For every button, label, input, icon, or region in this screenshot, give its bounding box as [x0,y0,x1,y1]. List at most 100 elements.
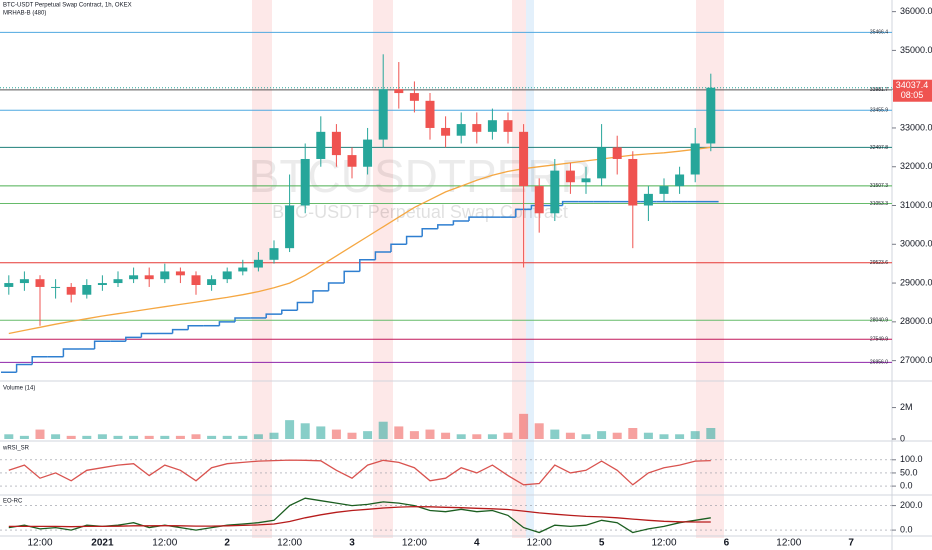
candle-body [675,174,685,187]
volume-bar [191,434,201,439]
indicator-line [8,505,711,528]
candle-body [129,275,139,280]
candle-body [82,285,92,295]
x-tick-label: 7 [848,538,854,549]
y-tick-label: 35000.0 [900,45,932,55]
step-line [374,251,391,260]
x-tick-label: 6 [724,538,730,549]
y-tick-label: 0.0 [900,480,913,490]
volume-bar [113,435,123,439]
y-tick-label: 0 [900,433,905,443]
volume-bar [300,423,310,439]
candle-body [207,279,217,285]
candle-body [160,271,170,280]
volume-bar [441,432,451,439]
band [526,0,534,538]
volume-bar [675,434,685,439]
volume-bar [409,431,419,439]
chart-title: BTC-USDT Perpetual Swap Contract, 1h, OK… [3,3,132,9]
candle-body [394,89,404,94]
volume-bar [331,429,341,439]
candle-body [51,286,61,288]
volume-bar [581,434,591,439]
y-tick-label: 31000.0 [900,200,932,210]
candle-body [378,89,388,140]
candle-body [285,205,295,249]
candle-body [253,259,263,268]
candle-body [191,275,201,285]
step-line [187,324,204,330]
step-line [218,321,235,326]
x-tick-label: 12:00 [651,538,676,549]
level-label: 26956.0 [870,360,888,366]
candle-body [35,279,45,287]
volume-bar [82,435,92,439]
level-label: 33981.7 [870,87,888,93]
candle-body [175,271,185,276]
moving-average [8,146,711,335]
candle-body [643,193,653,206]
level-label: 28040.9 [870,318,888,324]
candle-body [487,120,497,132]
volume-bar [175,435,185,439]
volume-bar [316,426,326,439]
step-line [359,259,376,272]
volume-bar [519,413,529,439]
step-line [62,348,79,357]
candle-body [441,127,451,136]
y-tick-label: 36000.0 [900,6,932,16]
level-label: 33455.9 [870,108,888,114]
x-tick-label: 4 [474,538,480,549]
y-tick-label: 27000.0 [900,355,932,365]
candle-body [519,131,529,187]
band [696,0,724,538]
volume-bar [565,432,575,439]
candle-body [534,186,544,214]
highlight-bands [252,0,724,538]
volume-bar [160,435,170,439]
x-tick-label: 12:00 [277,538,302,549]
indicator-line [8,497,711,534]
step-line [421,228,438,237]
level-label: 31053.3 [870,201,888,207]
volume-bar [51,434,61,439]
candle-body [690,143,700,175]
candle-body [565,170,575,183]
volume-bar [144,435,154,439]
last-price-tag [893,79,932,102]
step-line [140,332,157,338]
volume-bar [378,421,388,439]
candle-body [363,139,373,167]
step-line [343,270,360,284]
step-line [437,224,454,229]
candle-body [300,158,310,206]
candle-body [425,100,435,128]
volume-bar [347,432,357,439]
candle-body [316,131,326,159]
candle-body [331,131,341,156]
y-tick-label: 28000.0 [900,316,932,326]
candle-body [612,147,622,159]
x-tick-label: 2 [224,538,230,549]
y-tick-label: 200.0 [900,500,923,510]
step-line [125,336,142,342]
y-tick-label: 29000.0 [900,277,932,287]
candle-body [550,170,560,214]
x-tick-label: 12:00 [527,538,552,549]
y-tick-label: 50.0 [900,467,918,477]
volume-bar [66,435,76,439]
y-tick-label: 32000.0 [900,161,932,171]
level-label: 35466.4 [870,30,888,36]
step-line [265,313,282,318]
step-line [234,317,251,322]
volume-bar [503,432,513,439]
candle-body [597,147,607,179]
candle-body [113,279,123,284]
x-tick-label: 12:00 [27,538,52,549]
candle-body [97,283,107,285]
volume-bar [550,429,560,439]
step-line [296,301,313,311]
volume-bar [363,431,373,439]
candle-body [409,93,419,101]
